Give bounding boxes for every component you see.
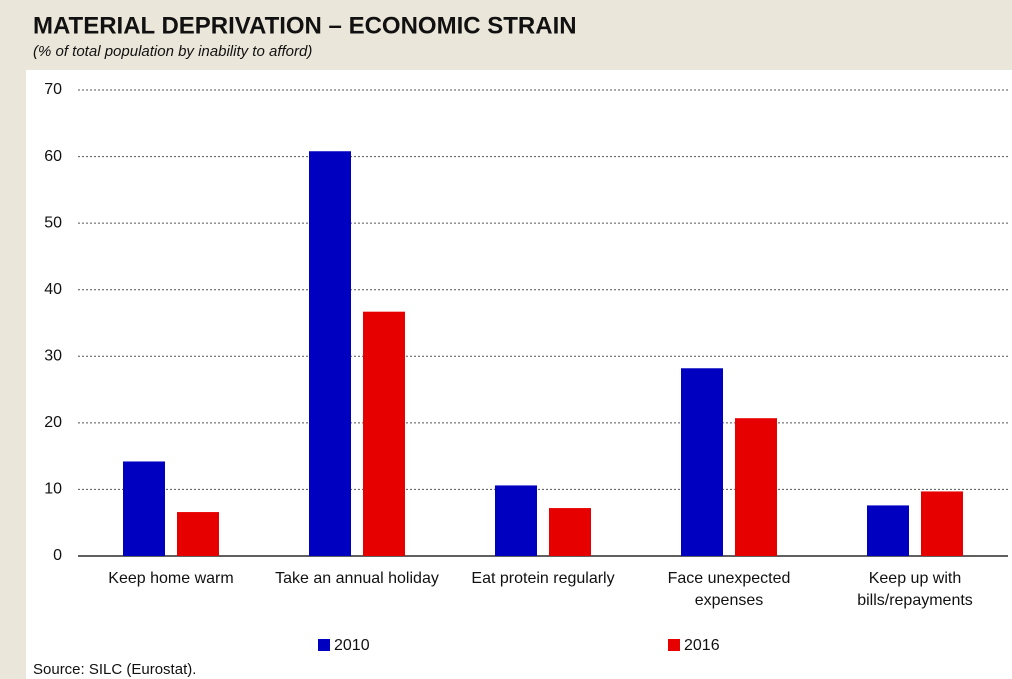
x-tick-label: Eat protein regularly: [471, 570, 615, 587]
legend-label: 2010: [334, 637, 370, 654]
legend-swatch: [668, 639, 680, 651]
legend-swatch: [318, 639, 330, 651]
y-tick-label: 70: [44, 81, 62, 98]
y-tick-label: 0: [53, 547, 62, 564]
y-tick-label: 50: [44, 214, 62, 231]
chart-title: MATERIAL DEPRIVATION – ECONOMIC STRAIN: [33, 12, 577, 39]
bar: [735, 418, 777, 556]
x-tick-label: Face unexpected expenses: [667, 570, 791, 609]
legend-label: 2016: [684, 637, 720, 654]
x-tick-label: Keep up with bills/repayments: [857, 570, 973, 609]
bar: [123, 461, 165, 556]
bar: [363, 311, 405, 556]
bar: [177, 512, 219, 556]
bar: [495, 485, 537, 556]
bar: [549, 508, 591, 556]
chart-subtitle: (% of total population by inability to a…: [33, 43, 312, 60]
y-tick-label: 30: [44, 348, 62, 365]
bar: [681, 368, 723, 556]
plot-panel: [26, 70, 1012, 679]
bar: [921, 491, 963, 556]
source-note: Source: SILC (Eurostat).: [33, 661, 196, 678]
y-tick-label: 20: [44, 414, 62, 431]
y-tick-label: 40: [44, 281, 62, 298]
bar: [309, 151, 351, 556]
x-tick-label: Keep home warm: [108, 570, 234, 587]
x-tick-label: Take an annual holiday: [275, 570, 439, 587]
y-tick-label: 60: [44, 148, 62, 165]
y-tick-label: 10: [44, 481, 62, 498]
bar: [867, 505, 909, 556]
